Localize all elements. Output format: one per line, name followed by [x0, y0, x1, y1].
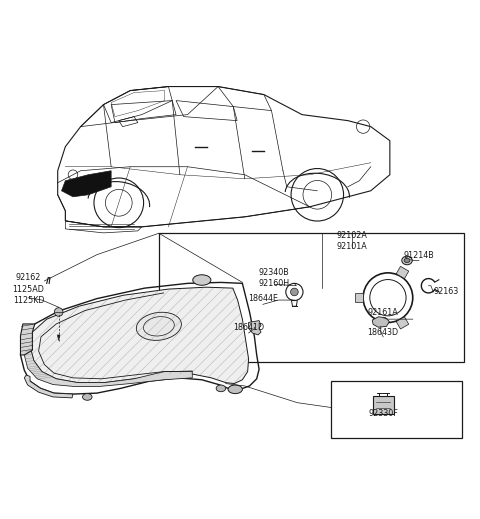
Polygon shape [396, 317, 409, 329]
Text: 18643D: 18643D [368, 327, 399, 336]
Text: 92330F: 92330F [368, 408, 398, 418]
Polygon shape [372, 397, 394, 414]
Text: 92102A
92101A: 92102A 92101A [336, 231, 368, 251]
Bar [331, 381, 462, 439]
Polygon shape [30, 287, 249, 384]
Text: 91214B: 91214B [404, 251, 434, 260]
Text: 92161A: 92161A [368, 308, 398, 318]
Polygon shape [372, 317, 389, 327]
Text: 18641D: 18641D [233, 323, 264, 332]
Ellipse shape [136, 312, 181, 340]
Ellipse shape [83, 393, 92, 400]
Polygon shape [24, 375, 73, 398]
Polygon shape [21, 324, 35, 355]
Circle shape [54, 308, 63, 316]
Polygon shape [355, 293, 363, 303]
Text: 18644E: 18644E [248, 294, 278, 303]
Text: 92162
1125AD
1125KD: 92162 1125AD 1125KD [12, 274, 45, 305]
Polygon shape [249, 321, 261, 335]
Ellipse shape [404, 258, 410, 263]
Ellipse shape [216, 385, 226, 392]
Ellipse shape [193, 275, 211, 285]
Bar [159, 233, 464, 362]
Polygon shape [24, 346, 192, 387]
Ellipse shape [228, 385, 242, 393]
Polygon shape [57, 335, 60, 340]
Text: 92163: 92163 [433, 288, 458, 296]
Ellipse shape [402, 256, 412, 265]
Text: 92340B
92160H: 92340B 92160H [259, 268, 290, 288]
Polygon shape [61, 171, 111, 197]
Circle shape [290, 288, 298, 296]
Polygon shape [396, 266, 409, 279]
